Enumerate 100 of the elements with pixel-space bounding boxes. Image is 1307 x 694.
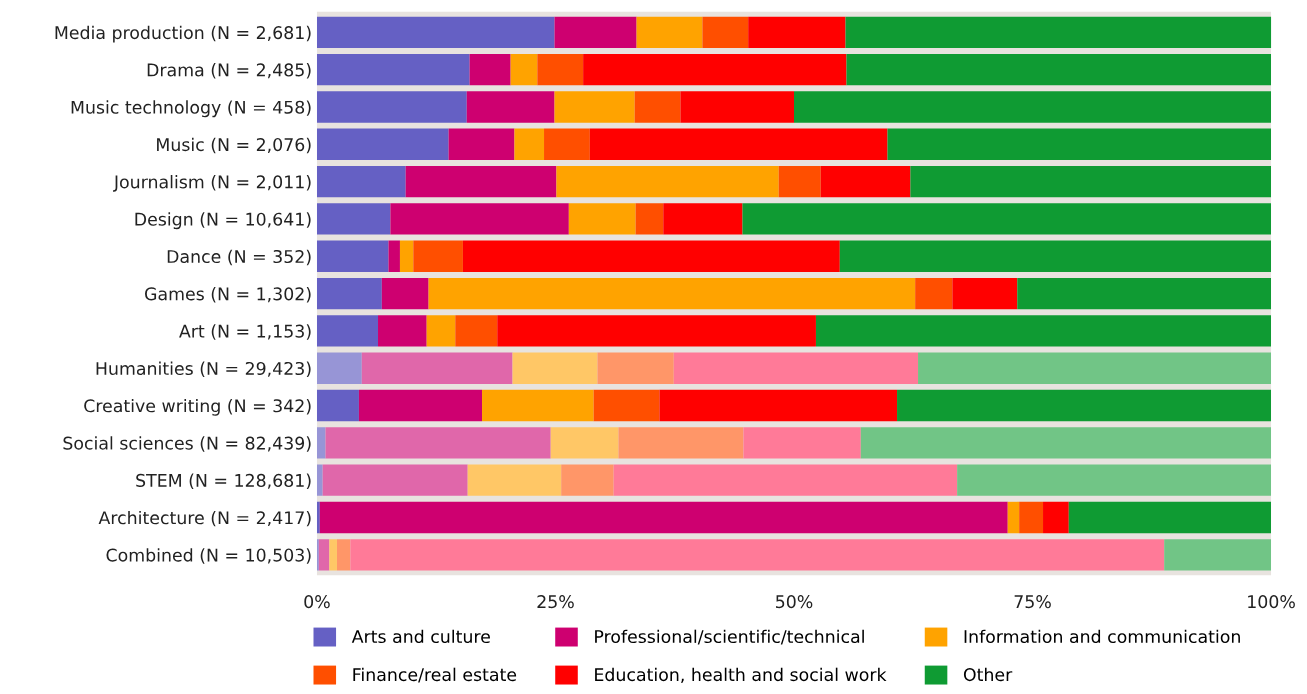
bar (748, 16, 846, 48)
bar (466, 91, 555, 123)
bar (957, 464, 1272, 496)
bar (1043, 501, 1069, 534)
y-tick-label: STEM (N = 128,681) (136, 473, 311, 490)
bar (467, 464, 562, 496)
y-tick-label: Combined (N = 10,503) (106, 548, 311, 564)
y-tick-label: Games (N = 1,302) (144, 286, 311, 303)
bar (316, 53, 470, 86)
bar (399, 240, 414, 272)
bar (316, 165, 406, 198)
bar (336, 539, 351, 571)
bar (350, 539, 1165, 571)
bar (910, 165, 1272, 198)
bar (405, 165, 557, 198)
bar (897, 389, 1272, 422)
bar (497, 315, 816, 347)
bar (318, 539, 330, 571)
bar (514, 128, 545, 160)
bar (659, 389, 898, 422)
legend-label: Other (963, 667, 1013, 682)
bar (1164, 539, 1272, 571)
legend-label: Finance/real estate (353, 667, 517, 683)
bar (316, 203, 391, 235)
bar (316, 16, 555, 48)
bar (378, 315, 427, 347)
y-tick-label: Journalism (N = 2,011) (113, 175, 311, 192)
bar (325, 427, 551, 459)
legend-label: Information and communication (964, 629, 1240, 644)
x-tick-label: 100% (1248, 595, 1295, 609)
bar (845, 16, 1272, 48)
bar (316, 315, 379, 347)
bar (1017, 277, 1272, 310)
bar (680, 91, 794, 123)
bar (742, 203, 1272, 235)
bar (388, 240, 400, 272)
y-tick-label: Creative writing (N = 342) (84, 398, 311, 416)
bar (583, 53, 847, 86)
legend-label: Arts and culture (351, 629, 490, 644)
bar (1068, 501, 1272, 534)
bar (952, 277, 1018, 310)
bar (428, 277, 916, 310)
bar (561, 464, 614, 496)
bar (554, 91, 635, 123)
bar (316, 501, 320, 534)
bar (1007, 501, 1020, 534)
x-tick-label: 0% (304, 595, 330, 609)
bar (554, 16, 637, 48)
bar (846, 53, 1272, 86)
bar (635, 203, 664, 235)
bar (544, 128, 590, 160)
bar (556, 165, 779, 198)
y-tick-label: Music (N = 2,076) (157, 137, 311, 154)
y-tick-label: Media production (N = 2,681) (55, 25, 311, 43)
bar (820, 165, 911, 198)
bar (329, 539, 337, 571)
bar (381, 277, 429, 310)
bar (568, 203, 636, 235)
bar (589, 128, 888, 160)
bar (316, 389, 359, 422)
y-tick-label: Design (N = 10,641) (135, 212, 311, 230)
y-tick-label: Dance (N = 352) (167, 249, 311, 266)
y-tick-label: Music technology (N = 458) (71, 100, 311, 118)
bar (361, 352, 513, 384)
bar (860, 427, 1272, 459)
legend-label: Education, health and social work (595, 667, 887, 683)
bar (743, 427, 861, 459)
bar (426, 315, 456, 347)
bar (390, 203, 569, 235)
bar (316, 352, 362, 384)
bar (794, 91, 1272, 123)
bar (319, 501, 1008, 534)
bar (918, 352, 1272, 384)
bar (887, 128, 1272, 160)
bar (316, 91, 467, 123)
bar (316, 240, 389, 272)
bar (593, 389, 660, 422)
bar (839, 240, 1272, 272)
y-tick-label: Humanities (N = 29,423) (96, 361, 311, 378)
bar (316, 464, 323, 496)
bar (597, 352, 674, 384)
bar (358, 389, 483, 422)
bar (634, 91, 681, 123)
bar (663, 203, 743, 235)
x-tick-label: 50% (776, 595, 813, 609)
y-tick-label: Drama (N = 2,485) (147, 63, 311, 79)
bar (1019, 501, 1044, 534)
legend-label: Professional/scientific/technical (595, 629, 864, 645)
bar (455, 315, 498, 347)
y-tick-label: Social sciences (N = 82,439) (63, 436, 311, 452)
bar (537, 53, 584, 86)
bar (316, 277, 382, 310)
bar (613, 464, 958, 496)
bar (482, 389, 594, 422)
y-tick-label: Architecture (N = 2,417) (98, 510, 311, 527)
bar (618, 427, 744, 459)
x-tick-label: 75% (1014, 595, 1051, 609)
bar (448, 128, 515, 160)
bar (815, 315, 1272, 347)
bar (702, 16, 749, 48)
